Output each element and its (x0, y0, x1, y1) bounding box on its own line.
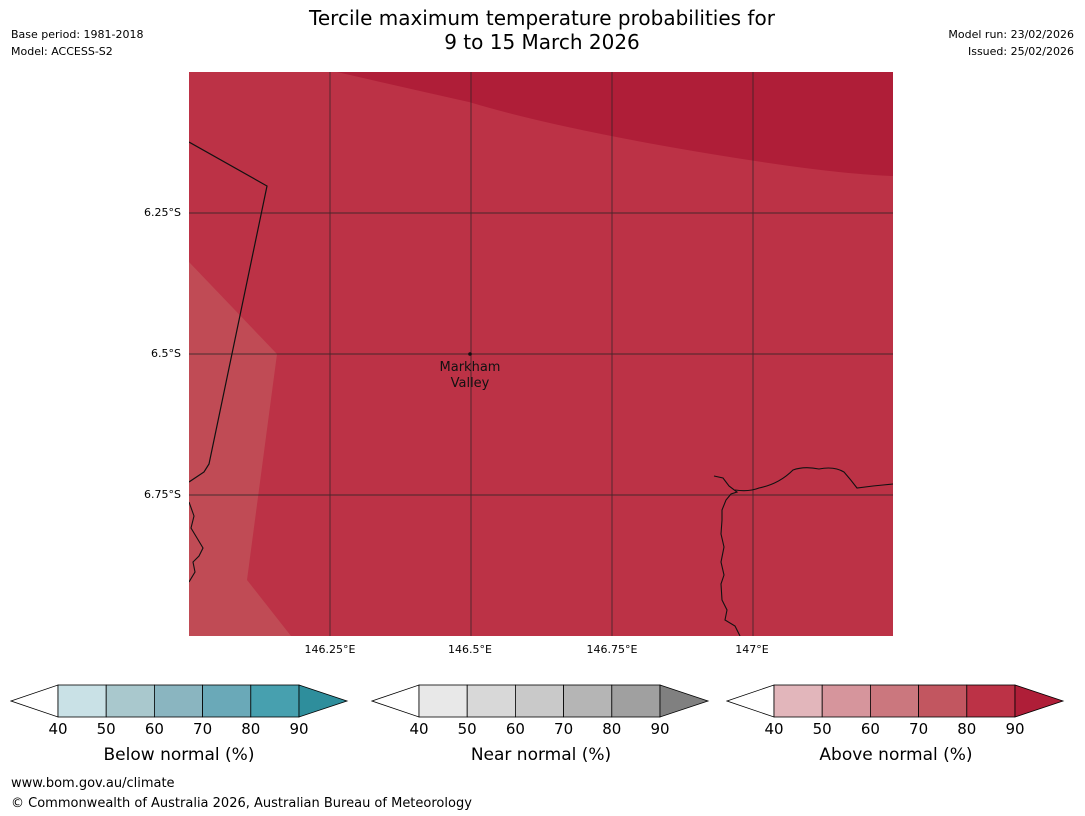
above-tick-90: 90 (1005, 720, 1025, 738)
lon-label-147: 147°E (735, 643, 769, 656)
above-swatch-1 (773, 684, 823, 718)
near-tick-60: 60 (505, 720, 525, 738)
lon-label-14675: 146.75°E (586, 643, 638, 656)
region-above-90 (337, 72, 893, 176)
below-tick-70: 70 (193, 720, 213, 738)
above-tick-70: 70 (909, 720, 929, 738)
below-extend-low (10, 684, 59, 718)
below-tick-80: 80 (241, 720, 261, 738)
base-period: Base period: 1981-2018 (11, 28, 144, 41)
near-swatch-5 (611, 684, 661, 718)
lat-label-625: 6.25°S (144, 206, 181, 219)
above-tick-50: 50 (812, 720, 832, 738)
near-extend-low (371, 684, 420, 718)
below-tick-90: 90 (289, 720, 309, 738)
colorbar-below-title: Below normal (%) (103, 745, 255, 765)
below-swatch-1 (57, 684, 107, 718)
below-extend-high (298, 684, 349, 718)
above-swatch-4 (918, 684, 968, 718)
below-swatch-2 (105, 684, 155, 718)
coastline-east (734, 467, 893, 492)
chart-title: Tercile maximum temperature probabilitie… (192, 6, 892, 54)
above-swatch-3 (869, 684, 919, 718)
near-tick-90: 90 (650, 720, 670, 738)
below-swatch-5 (250, 684, 300, 718)
near-tick-40: 40 (409, 720, 429, 738)
near-extend-high (659, 684, 710, 718)
colorbar-near (371, 684, 710, 718)
above-tick-40: 40 (764, 720, 784, 738)
near-swatch-4 (563, 684, 613, 718)
near-tick-80: 80 (602, 720, 622, 738)
lat-label-650: 6.5°S (151, 347, 181, 360)
above-tick-80: 80 (957, 720, 977, 738)
colorbar-below (10, 684, 349, 718)
model-run: Model run: 23/02/2026 (948, 28, 1074, 41)
meta-right: Model run: 23/02/2026 Issued: 25/02/2026 (948, 26, 1074, 60)
coastline-south (713, 475, 741, 636)
title-line-1: Tercile maximum temperature probabilitie… (309, 6, 775, 30)
above-tick-60: 60 (860, 720, 880, 738)
colorbar-above (726, 684, 1065, 718)
below-tick-40: 40 (48, 720, 68, 738)
border-line (189, 141, 268, 483)
meta-left: Base period: 1981-2018 Model: ACCESS-S2 (11, 26, 143, 60)
model-name: Model: ACCESS-S2 (11, 45, 113, 58)
title-line-2: 9 to 15 March 2026 (444, 30, 640, 54)
place-label-line-1: Markham (440, 360, 501, 375)
above-extend-low (726, 684, 775, 718)
below-tick-60: 60 (144, 720, 164, 738)
place-label-line-2: Valley (451, 376, 490, 391)
region-above-70 (189, 262, 291, 636)
lon-label-14625: 146.25°E (304, 643, 356, 656)
footer-url: www.bom.gov.au/climate (11, 776, 175, 791)
below-swatch-4 (202, 684, 252, 718)
coastline-west (189, 501, 204, 583)
place-marker (468, 352, 472, 356)
above-swatch-5 (966, 684, 1016, 718)
above-extend-high (1014, 684, 1065, 718)
below-swatch-3 (153, 684, 203, 718)
probability-map: Markham Valley (189, 72, 893, 636)
issued-date: Issued: 25/02/2026 (967, 45, 1074, 58)
colorbar-near-title: Near normal (%) (470, 745, 612, 765)
near-swatch-2 (466, 684, 516, 718)
near-tick-50: 50 (457, 720, 477, 738)
near-swatch-3 (514, 684, 564, 718)
near-tick-70: 70 (554, 720, 574, 738)
near-swatch-1 (418, 684, 468, 718)
above-swatch-2 (821, 684, 871, 718)
lat-label-675: 6.75°S (144, 488, 181, 501)
footer-copyright: © Commonwealth of Australia 2026, Austra… (11, 796, 472, 811)
lon-label-1465: 146.5°E (448, 643, 492, 656)
colorbar-above-title: Above normal (%) (819, 745, 973, 765)
below-tick-50: 50 (96, 720, 116, 738)
footer: www.bom.gov.au/climate © Commonwealth of… (11, 774, 472, 814)
